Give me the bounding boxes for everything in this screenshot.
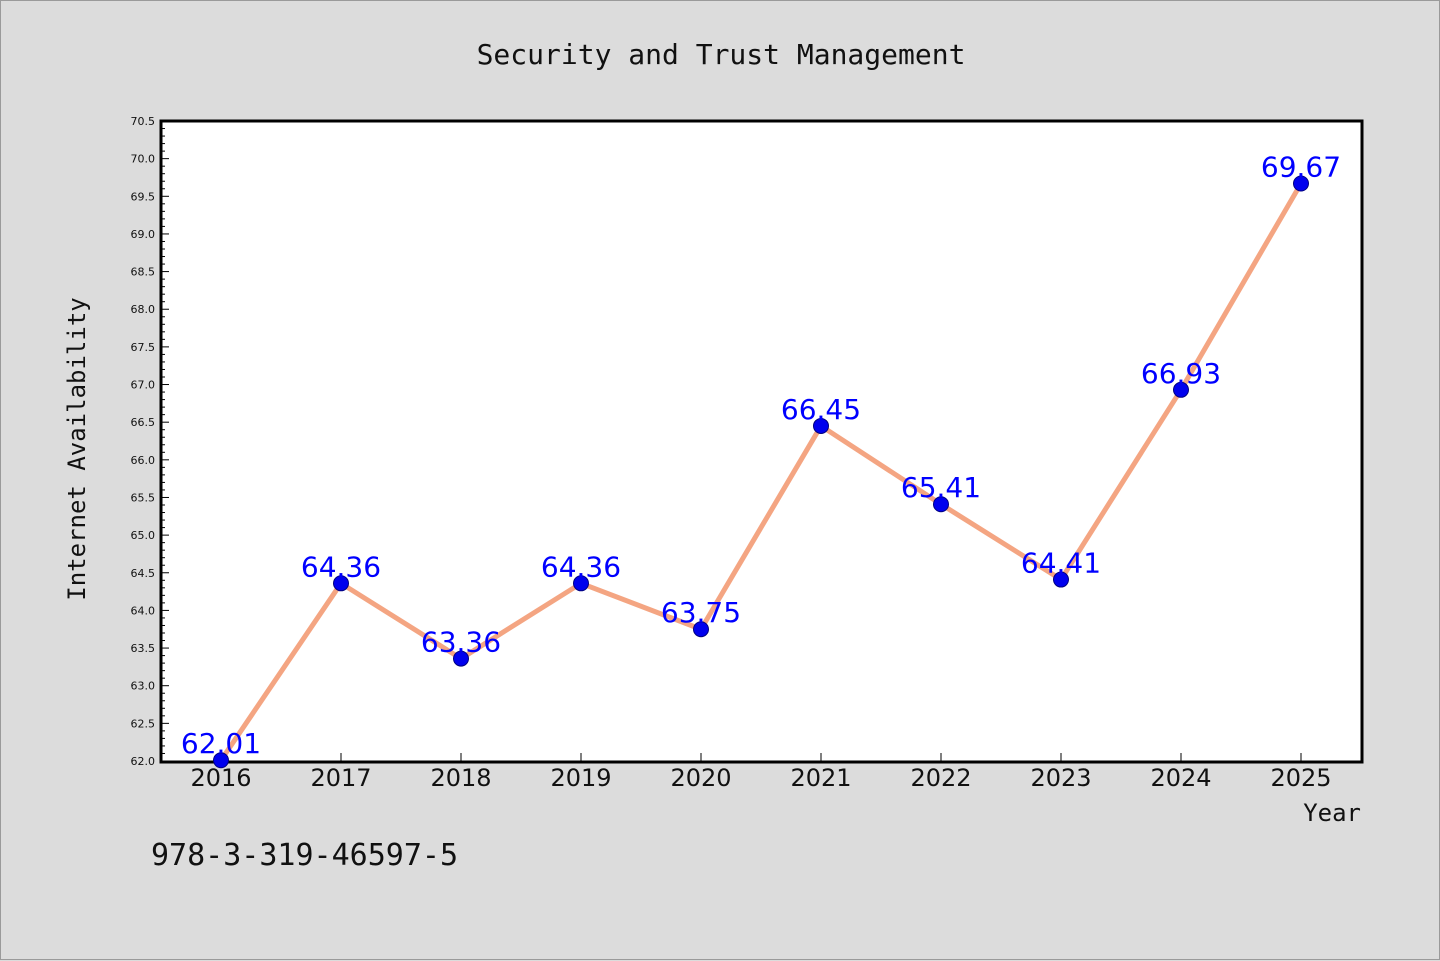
y-axis-label: Internet Availability — [63, 297, 91, 600]
data-point — [813, 417, 829, 434]
y-tick-label: 67.0 — [131, 379, 156, 392]
y-tick-label: 64.0 — [131, 604, 156, 617]
y-tick-label: 67.5 — [131, 341, 156, 354]
x-tick-label: 2023 — [1030, 764, 1091, 792]
x-tick-label: 2022 — [910, 764, 971, 792]
data-point — [333, 575, 349, 592]
plot-area — [159, 119, 1364, 764]
data-label: 64.41 — [1021, 547, 1101, 580]
x-tick-label: 2021 — [790, 764, 851, 792]
x-tick-label: 2016 — [190, 764, 251, 792]
footer-text: 978-3-319-46597-5 — [151, 838, 458, 873]
x-tick-label: 2024 — [1150, 764, 1211, 792]
x-tick-label: 2025 — [1270, 764, 1331, 792]
y-tick-label: 69.0 — [131, 228, 156, 241]
x-tick-label: 2019 — [550, 764, 611, 792]
y-tick-label: 69.5 — [131, 190, 156, 203]
x-tick-label: 2020 — [670, 764, 731, 792]
data-point — [1053, 571, 1069, 588]
data-label: 63.36 — [421, 626, 501, 659]
x-axis: 2016 2017 2018 2019 2020 2021 2022 2023 2024 2025 — [190, 753, 1332, 792]
y-tick-label: 62.0 — [131, 755, 156, 768]
y-tick-label: 70.0 — [131, 153, 156, 166]
y-tick-label: 66.5 — [131, 416, 156, 429]
data-point — [1293, 175, 1309, 192]
y-tick-label: 64.5 — [131, 567, 156, 580]
data-point — [213, 752, 229, 769]
data-label: 66.45 — [781, 393, 861, 426]
data-point — [1173, 381, 1189, 398]
x-axis-label: Year — [1303, 799, 1361, 827]
data-points — [213, 175, 1309, 769]
y-tick-label: 68.0 — [131, 303, 156, 316]
data-label: 69.67 — [1261, 150, 1341, 183]
y-tick-label: 63.5 — [131, 642, 156, 655]
data-labels: 62.01 64.36 63.36 64.36 63.75 66.45 65.41 64.41… — [181, 150, 1341, 760]
y-tick-label: 65.5 — [131, 491, 156, 504]
data-point — [933, 496, 949, 513]
data-point — [453, 650, 469, 667]
y-tick-label: 63.0 — [131, 680, 156, 693]
y-tick-label: 70.5 — [131, 115, 156, 128]
data-label: 64.36 — [541, 550, 621, 583]
y-tick-label: 68.5 — [131, 266, 156, 279]
data-point — [693, 621, 709, 638]
y-tick-label: 65.0 — [131, 529, 156, 542]
chart-title: Security and Trust Management — [477, 38, 966, 71]
y-axis: 62.0 62.5 63.0 63.5 64.0 64.5 65.0 65.5 66.0 66.5… — [131, 115, 169, 768]
x-tick-label: 2017 — [310, 764, 371, 792]
x-tick-label: 2018 — [430, 764, 491, 792]
y-tick-label: 66.0 — [131, 454, 156, 467]
series-line — [218, 182, 1304, 762]
data-point — [573, 575, 589, 592]
y-tick-label: 62.5 — [131, 717, 156, 730]
data-label: 66.93 — [1141, 357, 1221, 390]
data-label: 63.75 — [661, 596, 741, 629]
data-label: 65.41 — [901, 471, 981, 504]
data-label: 64.36 — [301, 550, 381, 583]
data-label: 62.01 — [181, 727, 261, 760]
